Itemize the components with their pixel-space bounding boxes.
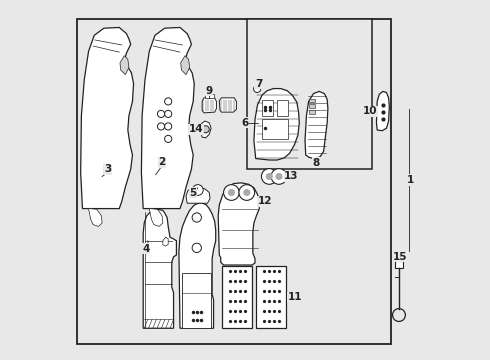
Polygon shape — [149, 208, 163, 226]
Polygon shape — [120, 56, 129, 75]
Polygon shape — [163, 237, 168, 246]
Polygon shape — [202, 98, 217, 113]
Circle shape — [192, 243, 201, 252]
Bar — [262, 119, 288, 139]
Polygon shape — [81, 27, 134, 208]
Text: 11: 11 — [288, 292, 302, 302]
Polygon shape — [186, 187, 210, 203]
Polygon shape — [205, 94, 214, 98]
Text: 2: 2 — [158, 157, 166, 167]
Polygon shape — [218, 183, 259, 265]
Bar — [262, 100, 273, 116]
Text: 15: 15 — [393, 252, 407, 262]
Circle shape — [266, 173, 273, 180]
Text: 3: 3 — [104, 164, 111, 174]
Polygon shape — [179, 203, 216, 328]
Circle shape — [275, 173, 283, 180]
Text: 14: 14 — [188, 124, 203, 134]
Polygon shape — [376, 91, 390, 131]
Bar — [395, 261, 403, 267]
Bar — [309, 111, 316, 114]
Circle shape — [165, 111, 172, 117]
Text: 8: 8 — [313, 158, 320, 168]
Circle shape — [253, 85, 261, 93]
Text: 5: 5 — [190, 188, 197, 198]
Polygon shape — [220, 98, 237, 112]
Text: 10: 10 — [363, 107, 377, 116]
Circle shape — [202, 126, 209, 133]
Circle shape — [165, 98, 172, 105]
Polygon shape — [89, 208, 102, 226]
Bar — [182, 273, 211, 328]
Text: 4: 4 — [142, 244, 149, 253]
Text: 6: 6 — [242, 118, 248, 128]
Polygon shape — [142, 27, 194, 208]
Circle shape — [193, 185, 203, 195]
Circle shape — [262, 168, 277, 184]
Bar — [309, 99, 316, 102]
Circle shape — [228, 189, 235, 196]
Circle shape — [243, 189, 250, 196]
Polygon shape — [200, 121, 211, 138]
Text: 13: 13 — [284, 171, 299, 181]
Circle shape — [157, 123, 165, 130]
Polygon shape — [143, 209, 176, 328]
Bar — [247, 19, 372, 169]
Circle shape — [165, 123, 172, 130]
Polygon shape — [181, 56, 190, 75]
Circle shape — [165, 135, 172, 143]
Bar — [222, 266, 252, 328]
Text: 7: 7 — [255, 78, 262, 89]
Bar — [256, 266, 286, 328]
Bar — [309, 104, 316, 108]
Bar — [277, 100, 288, 116]
Circle shape — [157, 111, 165, 117]
Circle shape — [239, 185, 255, 201]
Polygon shape — [254, 89, 299, 160]
Text: 1: 1 — [406, 175, 414, 185]
Text: 12: 12 — [257, 197, 272, 206]
Circle shape — [271, 168, 287, 184]
Circle shape — [192, 213, 201, 222]
Polygon shape — [305, 91, 328, 158]
Text: 9: 9 — [206, 86, 213, 96]
Circle shape — [223, 185, 239, 201]
Bar — [77, 19, 392, 344]
